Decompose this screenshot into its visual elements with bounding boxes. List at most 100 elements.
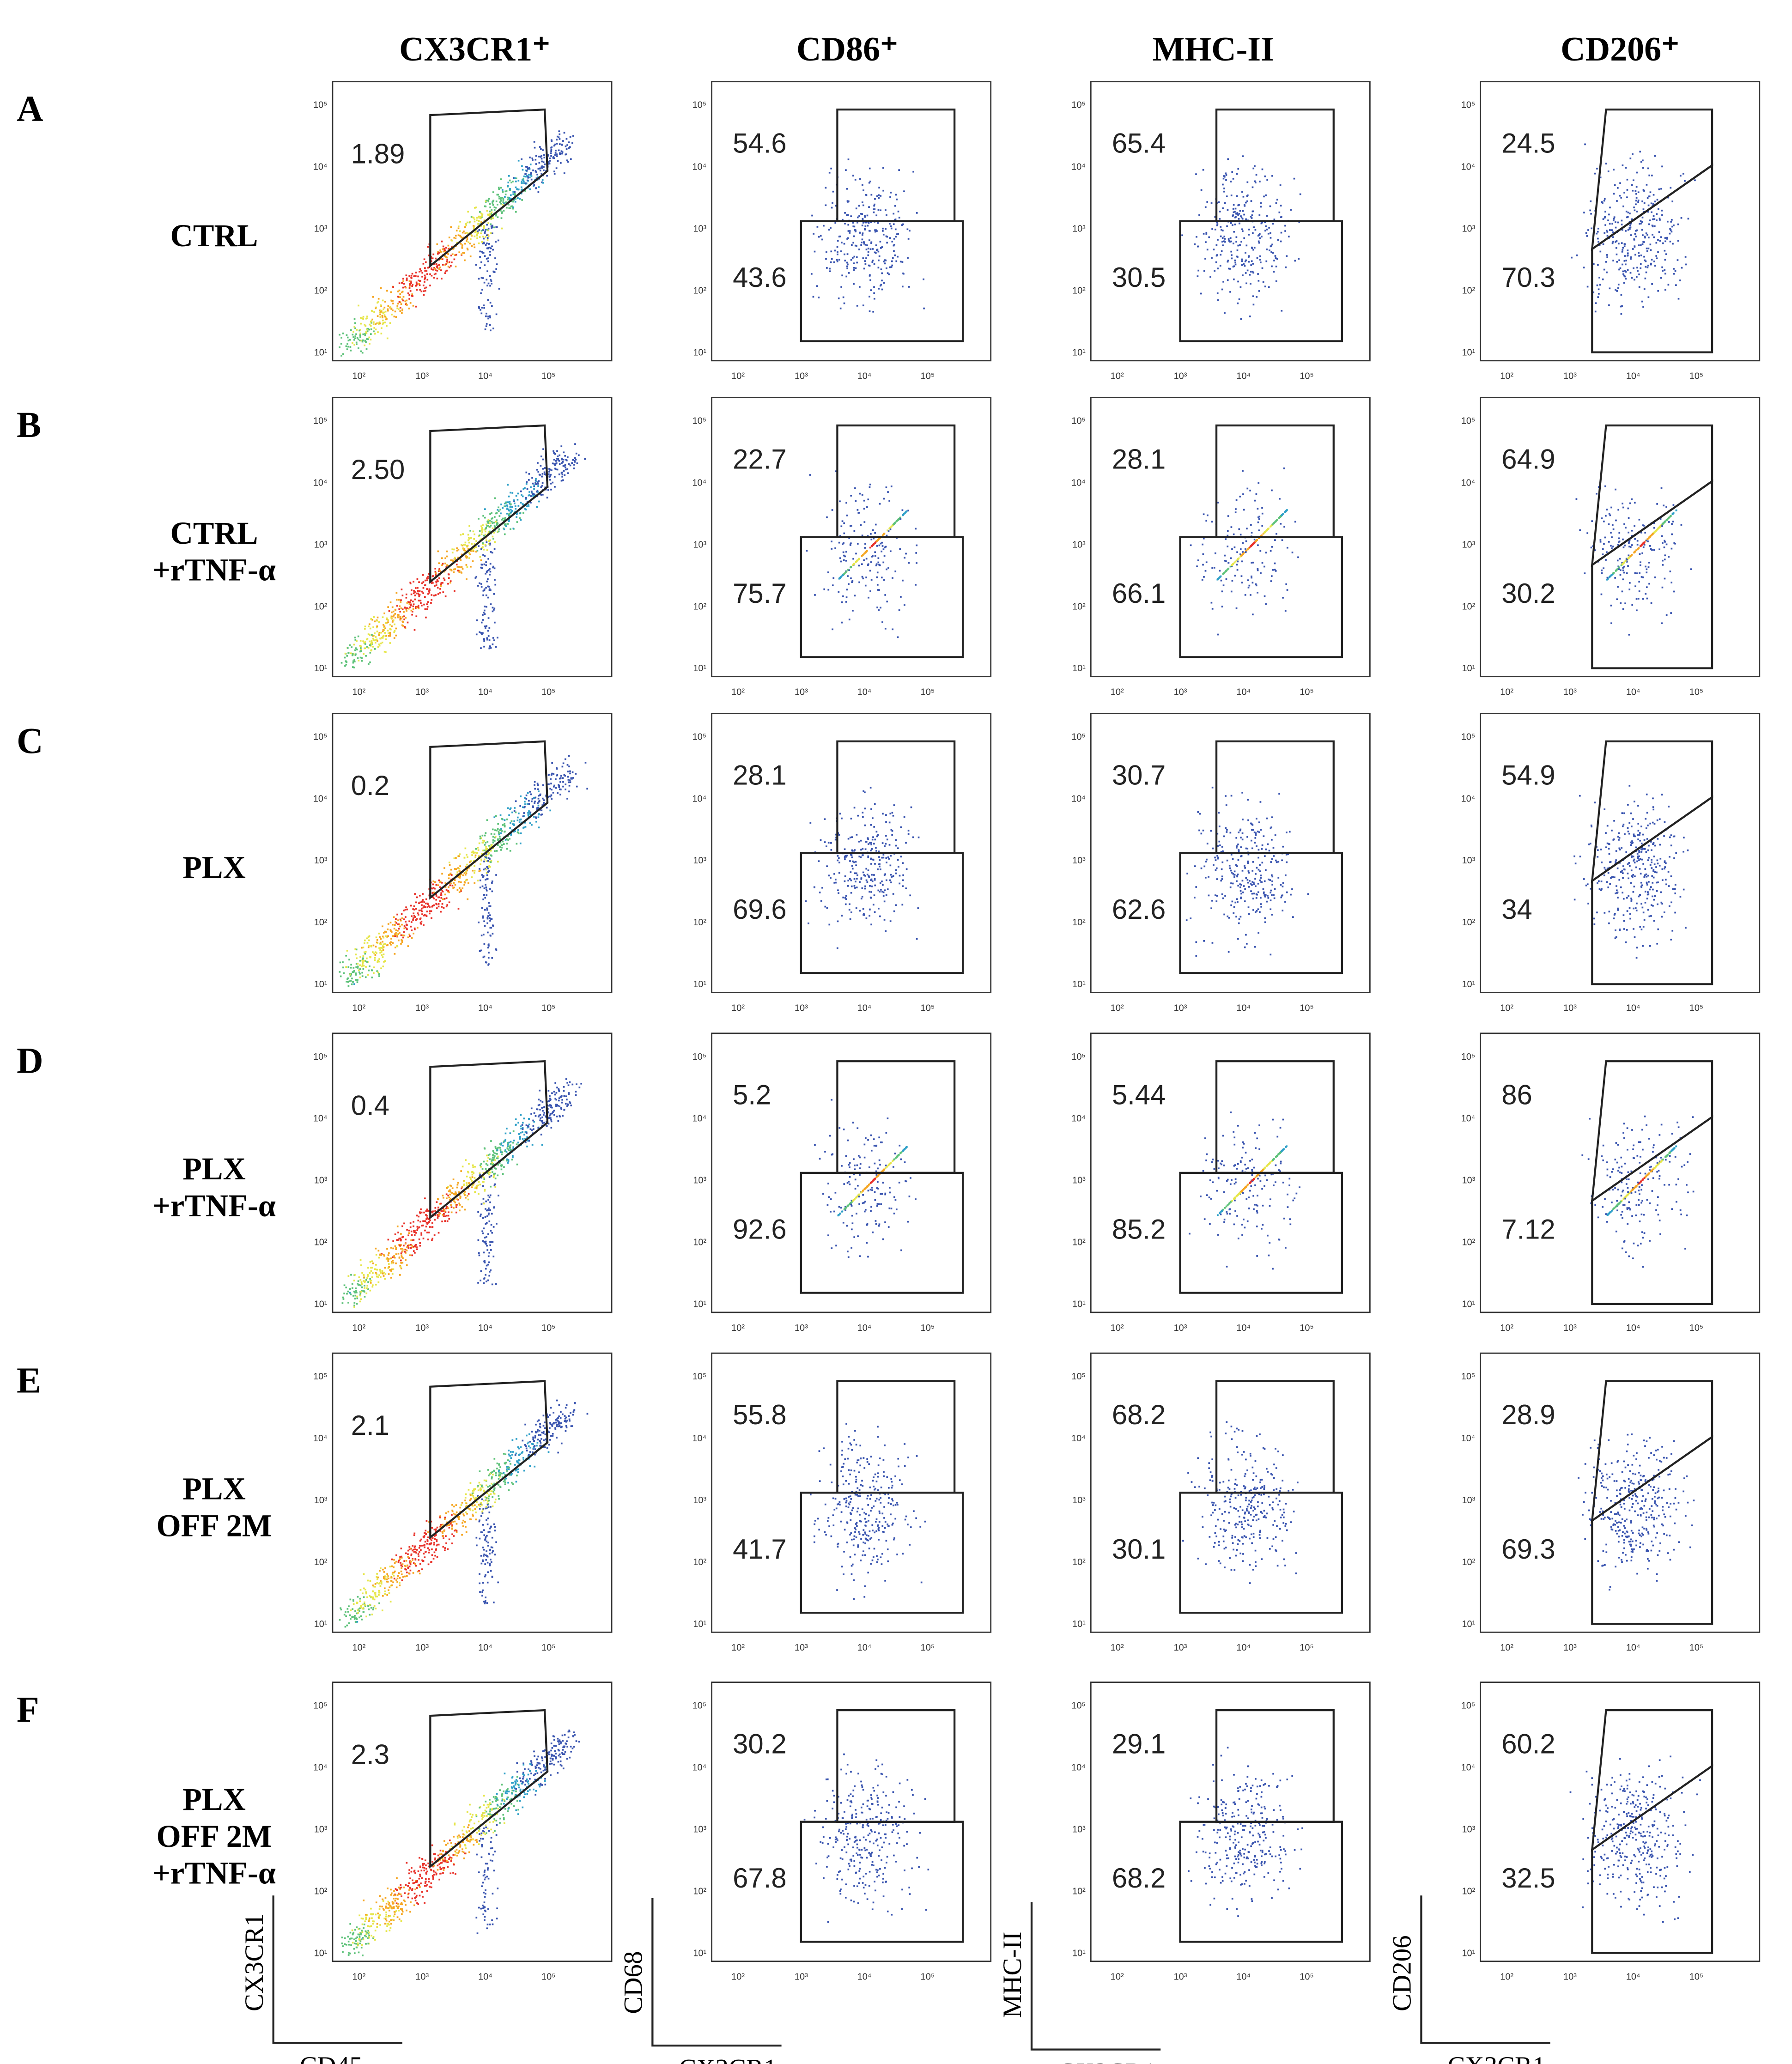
event-dot	[439, 592, 441, 594]
event-dot	[1286, 255, 1288, 257]
event-dot	[380, 967, 382, 970]
event-dot	[490, 223, 492, 225]
event-dot	[553, 773, 555, 775]
event-dot	[1634, 190, 1637, 192]
event-dot	[569, 146, 571, 148]
event-dot	[1259, 237, 1261, 239]
event-dot	[1246, 528, 1248, 530]
event-dot	[850, 259, 852, 261]
event-dot	[502, 201, 504, 203]
event-dot	[488, 870, 490, 872]
event-dot	[409, 283, 411, 285]
event-dot	[408, 287, 411, 289]
event-dot	[463, 884, 465, 886]
event-dot	[546, 497, 548, 499]
event-dot	[448, 877, 450, 880]
event-dot	[368, 945, 370, 947]
event-dot	[830, 250, 832, 253]
event-dot	[516, 188, 518, 190]
event-dot	[849, 837, 851, 838]
event-dot	[1276, 519, 1278, 521]
event-dot	[576, 785, 578, 788]
y-tick-label: 10³	[693, 224, 706, 234]
event-dot	[436, 243, 438, 245]
event-dot	[1603, 520, 1605, 522]
event-dot	[343, 972, 345, 974]
event-dot	[486, 819, 488, 821]
event-dot	[446, 555, 448, 558]
event-dot	[533, 797, 535, 799]
event-dot	[397, 923, 399, 925]
event-dot	[1261, 221, 1263, 224]
event-dot	[436, 277, 438, 279]
event-dot	[541, 181, 543, 183]
event-dot	[468, 552, 470, 554]
event-dot	[525, 794, 528, 796]
event-dot	[525, 166, 527, 168]
event-dot	[1634, 254, 1636, 256]
event-dot	[1668, 521, 1670, 523]
event-dot	[486, 323, 488, 325]
event-dot	[543, 799, 545, 801]
event-dot	[421, 275, 423, 278]
event-dot	[462, 533, 464, 535]
event-dot	[1622, 164, 1624, 166]
event-dot	[864, 584, 867, 587]
event-dot	[477, 849, 480, 851]
event-dot	[857, 221, 858, 224]
event-dot	[1660, 188, 1662, 190]
x-tick-label: 10⁵	[1689, 371, 1703, 382]
event-dot	[370, 956, 371, 958]
event-dot	[416, 289, 418, 291]
event-dot	[1236, 195, 1238, 197]
event-dot	[1257, 569, 1259, 571]
event-dot	[529, 813, 531, 815]
event-dot	[878, 194, 880, 196]
event-dot	[377, 297, 380, 300]
event-dot	[437, 896, 439, 898]
event-dot	[553, 156, 554, 158]
event-dot	[354, 637, 356, 639]
event-dot	[387, 935, 389, 937]
event-dot	[426, 588, 428, 590]
event-dot	[457, 908, 460, 910]
event-dot	[523, 812, 525, 814]
event-dot	[889, 879, 891, 881]
event-dot	[514, 177, 516, 179]
event-dot	[833, 882, 836, 884]
event-dot	[542, 161, 545, 164]
event-dot	[489, 858, 491, 860]
event-dot	[834, 547, 836, 549]
event-dot	[1279, 184, 1282, 186]
event-dot	[504, 516, 506, 519]
event-dot	[390, 291, 392, 293]
event-dot	[1197, 559, 1199, 561]
event-dot	[1275, 202, 1277, 204]
event-dot	[1222, 177, 1225, 180]
event-dot	[1631, 535, 1633, 537]
event-dot	[431, 257, 434, 260]
event-dot	[431, 905, 434, 907]
event-dot	[885, 814, 887, 816]
event-dot	[488, 647, 491, 650]
event-dot	[475, 206, 477, 208]
event-dot	[1694, 179, 1696, 182]
event-dot	[874, 532, 876, 534]
event-dot	[1285, 266, 1287, 268]
event-dot	[374, 642, 377, 644]
event-dot	[1278, 517, 1280, 519]
event-dot	[1241, 228, 1243, 231]
event-dot	[1243, 213, 1245, 216]
event-dot	[339, 961, 341, 964]
event-dot	[888, 821, 891, 824]
event-dot	[369, 634, 371, 636]
event-dot	[480, 583, 482, 585]
event-dot	[1276, 258, 1278, 260]
event-dot	[1637, 200, 1640, 201]
event-dot	[432, 575, 434, 577]
event-dot	[1627, 252, 1629, 255]
event-dot	[402, 299, 404, 302]
event-dot	[470, 550, 472, 552]
event-dot	[1268, 286, 1270, 288]
